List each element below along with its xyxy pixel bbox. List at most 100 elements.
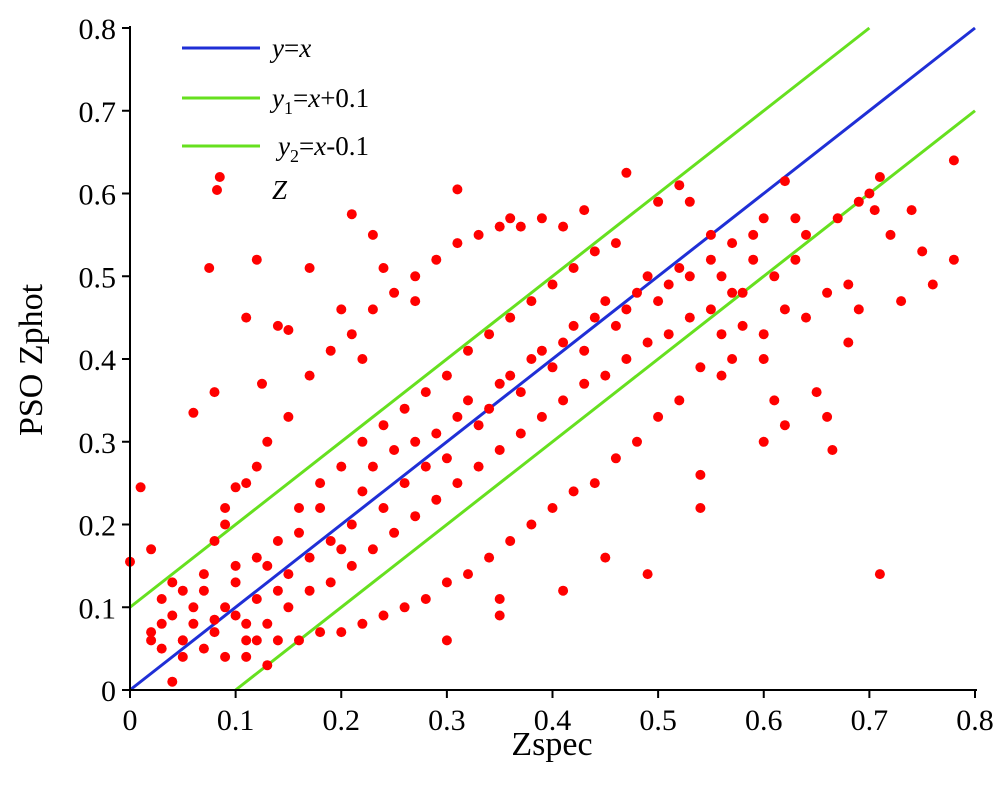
- data-point-191: [441, 577, 452, 588]
- data-point-41: [621, 304, 632, 315]
- data-point-109: [257, 378, 267, 389]
- data-point-116: [346, 209, 357, 220]
- data-point-0: [209, 627, 220, 638]
- data-point-107: [241, 312, 252, 323]
- data-point-200: [262, 436, 273, 447]
- data-point-186: [547, 503, 558, 513]
- data-point-136: [727, 238, 738, 249]
- data-point-59: [357, 436, 368, 447]
- data-point-150: [843, 279, 854, 290]
- data-point-12: [346, 519, 357, 530]
- data-point-121: [452, 184, 463, 195]
- data-point-203: [325, 345, 336, 356]
- data-point-229: [241, 651, 252, 662]
- data-point-170: [748, 229, 759, 240]
- data-point-87: [558, 395, 569, 406]
- data-point-86: [536, 411, 547, 422]
- data-point-192: [420, 594, 431, 604]
- data-point-226: [177, 651, 188, 662]
- y-tick-label-5: 0.5: [79, 261, 117, 294]
- data-point-62: [420, 387, 431, 398]
- data-point-57: [315, 478, 326, 489]
- data-point-167: [737, 287, 748, 298]
- data-point-162: [927, 279, 938, 290]
- legend-label-3: y2=x-0.1: [275, 131, 369, 166]
- data-point-69: [568, 263, 579, 273]
- data-point-22: [410, 436, 421, 447]
- data-point-154: [864, 188, 875, 199]
- data-point-88: [579, 378, 590, 389]
- data-point-147: [822, 411, 833, 422]
- data-point-225: [156, 643, 167, 654]
- data-point-138: [758, 213, 769, 224]
- y-tick-label-3: 0.3: [79, 427, 117, 460]
- data-point-158: [885, 229, 896, 240]
- data-point-120: [410, 296, 421, 307]
- x-tick-label-7: 0.7: [851, 704, 889, 737]
- data-point-20: [389, 445, 400, 455]
- data-point-45: [663, 279, 674, 290]
- data-point-137: [748, 254, 759, 265]
- data-point-110: [220, 503, 231, 513]
- data-point-51: [146, 627, 157, 638]
- data-point-215: [579, 205, 590, 216]
- data-point-199: [272, 635, 283, 646]
- data-point-90: [621, 354, 632, 364]
- data-point-118: [367, 229, 378, 240]
- data-point-222: [156, 594, 167, 604]
- data-point-161: [917, 246, 928, 257]
- y-tick-label-1: 0.1: [79, 592, 117, 625]
- data-point-157: [874, 172, 885, 182]
- data-point-24: [431, 428, 442, 439]
- data-point-123: [494, 594, 505, 604]
- data-point-31: [505, 370, 516, 381]
- data-point-214: [558, 221, 569, 232]
- data-point-18: [399, 478, 410, 489]
- data-point-80: [410, 511, 421, 522]
- data-point-49: [167, 610, 178, 621]
- data-point-79: [389, 527, 400, 538]
- data-point-180: [674, 395, 685, 406]
- data-point-73: [262, 618, 273, 629]
- data-point-184: [589, 478, 600, 489]
- data-point-188: [505, 536, 516, 546]
- data-point-68: [547, 279, 558, 290]
- data-point-33: [547, 362, 558, 373]
- data-point-15: [336, 544, 347, 555]
- data-point-26: [473, 420, 484, 431]
- data-point-173: [737, 320, 748, 331]
- data-point-58: [336, 461, 347, 472]
- data-point-56: [294, 503, 304, 513]
- data-point-211: [494, 221, 505, 232]
- data-point-132: [674, 180, 685, 191]
- data-point-97: [135, 482, 146, 493]
- data-point-179: [779, 304, 790, 315]
- data-point-146: [811, 387, 822, 398]
- data-point-92: [663, 329, 674, 340]
- data-point-28: [484, 403, 495, 414]
- data-point-133: [621, 167, 632, 178]
- data-point-198: [294, 635, 304, 646]
- data-point-101: [188, 407, 199, 418]
- data-point-67: [526, 296, 537, 307]
- data-point-224: [146, 635, 157, 646]
- data-point-14: [294, 527, 304, 538]
- data-point-177: [716, 370, 727, 381]
- data-point-189: [484, 552, 495, 563]
- data-point-182: [632, 436, 642, 447]
- data-point-105: [214, 172, 225, 182]
- data-point-141: [769, 395, 780, 406]
- x-tick-label-1: 0.1: [217, 704, 255, 737]
- data-point-77: [346, 560, 357, 571]
- data-point-23: [441, 453, 452, 464]
- legend: y=x y1=x+0.1 y2=x-0.1 Z: [182, 33, 369, 205]
- data-point-27: [463, 395, 473, 406]
- data-point-64: [463, 345, 473, 356]
- data-point-126: [558, 585, 569, 596]
- data-points: [125, 155, 959, 687]
- data-point-171: [769, 271, 780, 282]
- data-point-10: [262, 560, 273, 571]
- data-point-36: [579, 345, 590, 356]
- data-point-32: [526, 354, 537, 364]
